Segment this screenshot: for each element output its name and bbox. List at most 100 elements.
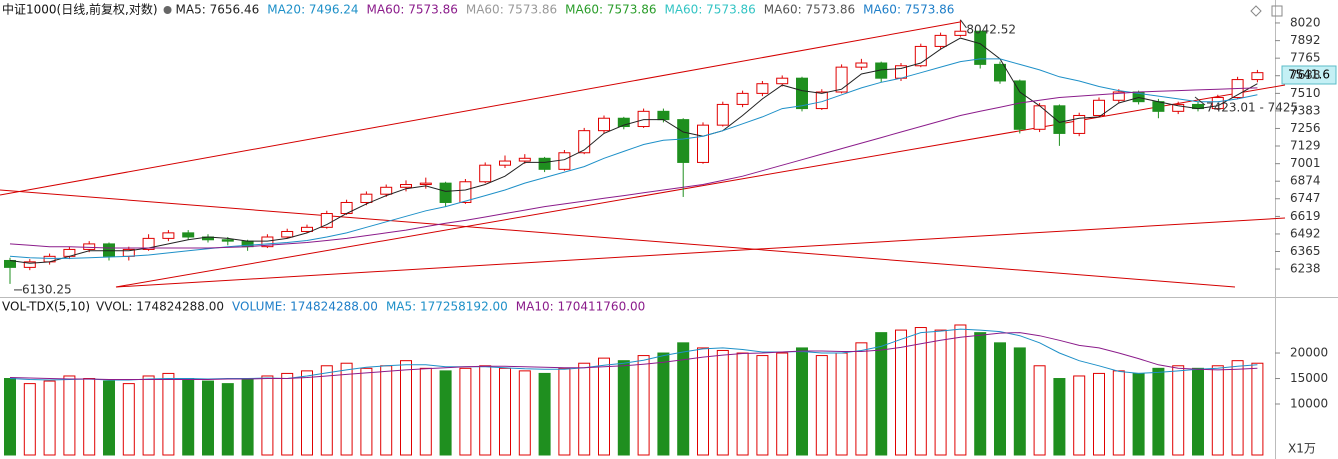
candle-body: [360, 193, 373, 203]
candle-body: [142, 237, 155, 250]
volume-bar: [103, 380, 115, 456]
volume-bar: [380, 365, 393, 456]
y-tick-label: 6492: [1290, 226, 1321, 240]
volume-bar: [1112, 370, 1125, 456]
volume-bar: [320, 365, 333, 456]
volume-bar: [419, 367, 432, 456]
volume-bar: [122, 383, 135, 456]
price-box: [1281, 65, 1337, 85]
pane-title: 中证1000(日线,前复权,对数): [2, 2, 158, 17]
annotation: 8042.52: [966, 22, 1016, 36]
candle-body: [23, 261, 36, 268]
candle-body: [221, 239, 234, 242]
volume-bar: [677, 342, 690, 456]
candle-body: [934, 34, 947, 47]
candle-body: [1251, 72, 1264, 81]
pane-title: VOL-TDX(5,10): [2, 300, 90, 314]
candle-body: [1073, 114, 1086, 134]
volume-bar: [796, 347, 808, 456]
candle-body: [1172, 103, 1185, 112]
volume-bar: [558, 367, 571, 456]
volume-bar: [518, 370, 531, 456]
y-tick-label: 7383: [1290, 103, 1321, 117]
legend-entry: MA20: 7496.24: [267, 3, 358, 17]
volume-bar: [875, 332, 888, 456]
candle-body: [103, 243, 115, 257]
y-tick-label: 7001: [1290, 156, 1321, 170]
trend-line: [0, 189, 1236, 288]
volume-bar: [479, 365, 492, 456]
legend-entry: MA60: 7573.86: [664, 3, 755, 17]
candle-body: [835, 66, 848, 93]
volume-bar: [4, 378, 16, 456]
candle-body: [776, 77, 789, 85]
legend-entry: VVOL: 174824288.00: [96, 300, 224, 314]
y-tick-label: 10000: [1290, 397, 1328, 411]
volume-bar: [1033, 365, 1046, 456]
volume-bar: [142, 375, 155, 456]
volume-bar: [1053, 378, 1066, 456]
volume-bar: [994, 342, 1006, 456]
volume-bar: [1231, 360, 1244, 456]
candle-body: [1152, 101, 1165, 112]
volume-bar: [716, 349, 729, 456]
candle-body: [677, 119, 690, 163]
candle-body: [558, 152, 571, 170]
volume-bar: [340, 362, 353, 456]
ma-line: [9, 332, 1258, 380]
candle-body: [598, 117, 610, 132]
volume-bar: [538, 372, 551, 456]
price-box-label: 7541.6: [1288, 68, 1330, 82]
candle-body: [855, 62, 868, 68]
trend-line: [0, 21, 961, 196]
candle-body: [1093, 99, 1105, 116]
volume-bar: [221, 383, 234, 456]
candle-body: [4, 259, 16, 268]
legend-entry: MA60: 7573.86: [367, 3, 458, 17]
volume-bar: [1192, 367, 1204, 456]
volume-bar: [1073, 375, 1086, 456]
y-tick-label: 6619: [1290, 209, 1321, 223]
annotation-pointer: [960, 19, 967, 29]
y-tick-label: 7892: [1290, 33, 1321, 47]
volume-bar: [835, 352, 848, 456]
volume-bar: [1152, 367, 1165, 456]
volume-bar: [1172, 365, 1185, 456]
candle-body: [518, 157, 531, 162]
candle-body: [994, 63, 1006, 82]
volume-bar: [1251, 362, 1264, 456]
volume-bar: [914, 327, 927, 456]
candle-body: [419, 182, 432, 186]
y-tick-label: 7638: [1290, 68, 1321, 82]
volume-bar: [400, 360, 412, 456]
volume-bar: [459, 367, 472, 456]
volume-bar: [598, 357, 610, 456]
title-icon: [163, 6, 172, 14]
volume-bar: [63, 375, 76, 456]
annotation-pointer: [1194, 96, 1206, 106]
y-tick-label: 6365: [1290, 244, 1321, 258]
legend-entry: MA60: 7573.86: [565, 3, 656, 17]
y-tick-label: 7765: [1290, 51, 1321, 65]
candle-body: [637, 110, 650, 128]
volume-bar: [360, 367, 373, 456]
candle-body: [83, 243, 96, 250]
volume-bar: [657, 352, 670, 456]
volume-bar: [776, 352, 789, 456]
volume-bar: [954, 324, 967, 456]
y-tick-label: 7256: [1290, 121, 1321, 135]
candle-body: [301, 226, 313, 232]
volume-bar: [895, 329, 907, 456]
volume-bar: [439, 370, 452, 456]
volume-bar: [974, 332, 987, 456]
y-tick-label: 7129: [1290, 138, 1321, 152]
y-tick-label: 6747: [1290, 191, 1321, 205]
icon-diamond[interactable]: [1250, 5, 1262, 17]
candle-body: [499, 160, 511, 166]
y-tick-label: 7510: [1290, 86, 1321, 100]
candle-body: [538, 157, 551, 170]
volume-bar: [241, 378, 254, 456]
annotation: 6130.25: [22, 282, 72, 296]
icon-square[interactable]: [1271, 5, 1283, 17]
